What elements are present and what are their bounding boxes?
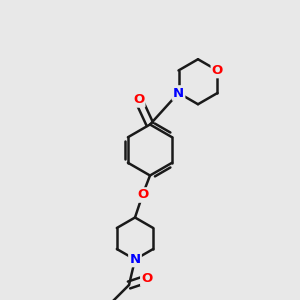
Text: N: N bbox=[173, 86, 184, 100]
Text: O: O bbox=[133, 93, 144, 106]
Text: N: N bbox=[129, 253, 141, 266]
Text: O: O bbox=[141, 272, 153, 286]
Text: O: O bbox=[137, 188, 148, 202]
Text: O: O bbox=[212, 64, 223, 77]
